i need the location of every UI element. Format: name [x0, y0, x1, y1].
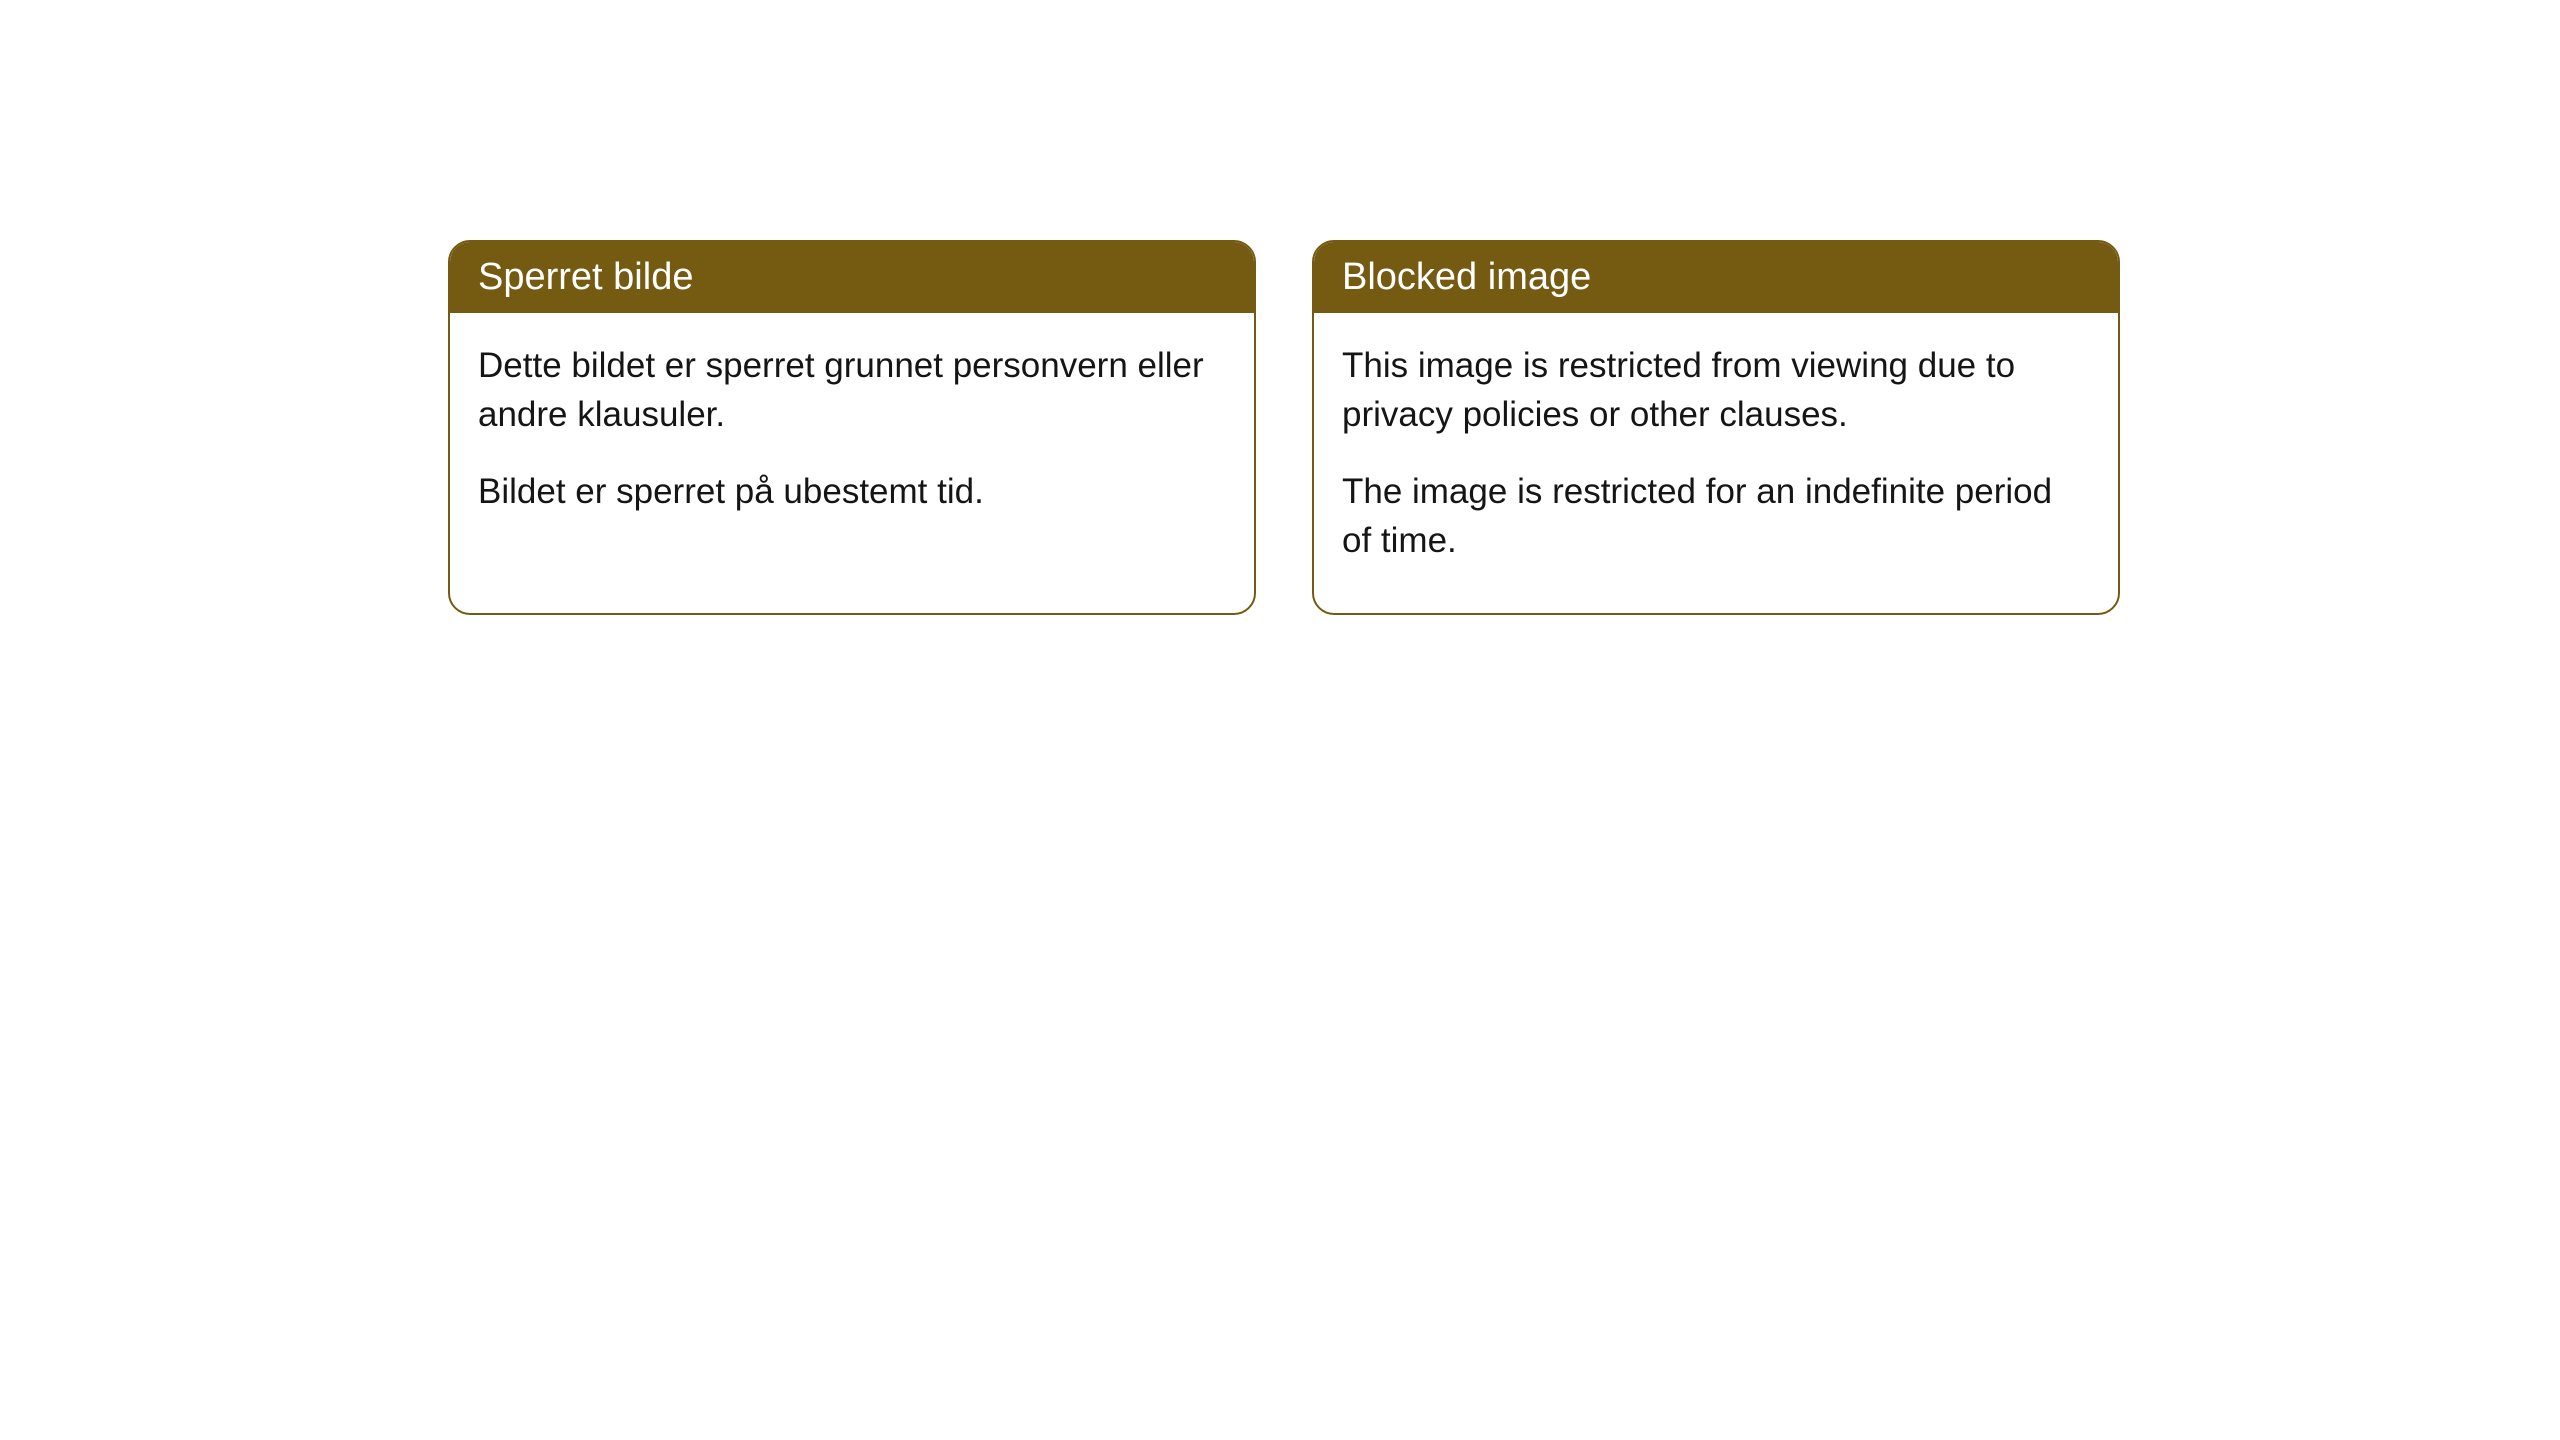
- blocked-image-card-english: Blocked image This image is restricted f…: [1312, 240, 2120, 615]
- card-body: This image is restricted from viewing du…: [1314, 313, 2118, 613]
- card-paragraph-2: Bildet er sperret på ubestemt tid.: [478, 467, 1226, 516]
- card-title: Sperret bilde: [478, 256, 693, 298]
- card-body: Dette bildet er sperret grunnet personve…: [450, 313, 1254, 564]
- blocked-image-card-norwegian: Sperret bilde Dette bildet er sperret gr…: [448, 240, 1256, 615]
- card-header: Blocked image: [1314, 242, 2118, 313]
- card-paragraph-1: This image is restricted from viewing du…: [1342, 341, 2090, 439]
- card-paragraph-2: The image is restricted for an indefinit…: [1342, 467, 2090, 565]
- notice-cards-container: Sperret bilde Dette bildet er sperret gr…: [448, 240, 2120, 615]
- card-header: Sperret bilde: [450, 242, 1254, 313]
- card-title: Blocked image: [1342, 256, 1591, 298]
- card-paragraph-1: Dette bildet er sperret grunnet personve…: [478, 341, 1226, 439]
